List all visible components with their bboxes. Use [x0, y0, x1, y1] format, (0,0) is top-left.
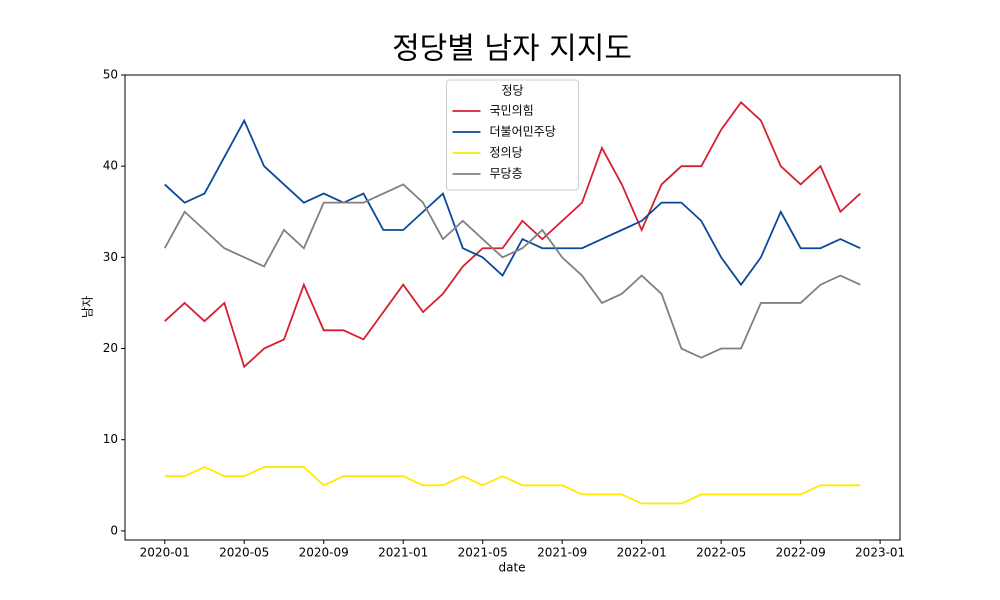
x-tick-label: 2022-05 — [696, 546, 746, 560]
plot-area — [124, 74, 901, 541]
series-line — [164, 118, 861, 287]
y-tick-label: 40 — [103, 159, 118, 173]
legend-label: 더불어민주당 — [490, 125, 556, 139]
legend-label: 무당층 — [490, 167, 523, 181]
x-tick-label: 2020-05 — [219, 546, 269, 560]
legend-label: 국민의힘 — [490, 104, 534, 118]
x-tick-label: 2020-09 — [299, 546, 349, 560]
legend-label: 정의당 — [490, 146, 523, 160]
x-tick-label: 2020-01 — [140, 546, 190, 560]
series-line — [164, 101, 861, 369]
x-tick-label: 2021-05 — [458, 546, 508, 560]
y-tick-label: 50 — [103, 68, 118, 82]
y-tick-label: 30 — [103, 250, 118, 264]
x-axis-label: date — [498, 561, 525, 575]
y-tick-label: 20 — [103, 341, 118, 355]
series-line — [163, 183, 861, 359]
legend-box — [446, 79, 579, 191]
x-tick-label: 2022-01 — [617, 546, 667, 560]
y-tick-label: 0 — [110, 523, 118, 537]
chart-title: 정당별 남자 지지도 — [392, 32, 632, 67]
x-tick-label: 2022-09 — [776, 546, 826, 560]
series-line — [164, 466, 861, 505]
x-tick-label: 2021-09 — [537, 546, 587, 560]
x-tick-label: 2021-01 — [378, 546, 428, 560]
y-axis-label: 남자 — [81, 296, 95, 318]
legend-title: 정당 — [501, 84, 523, 98]
y-tick-label: 10 — [103, 432, 118, 446]
x-tick-label: 2023-01 — [855, 546, 905, 560]
